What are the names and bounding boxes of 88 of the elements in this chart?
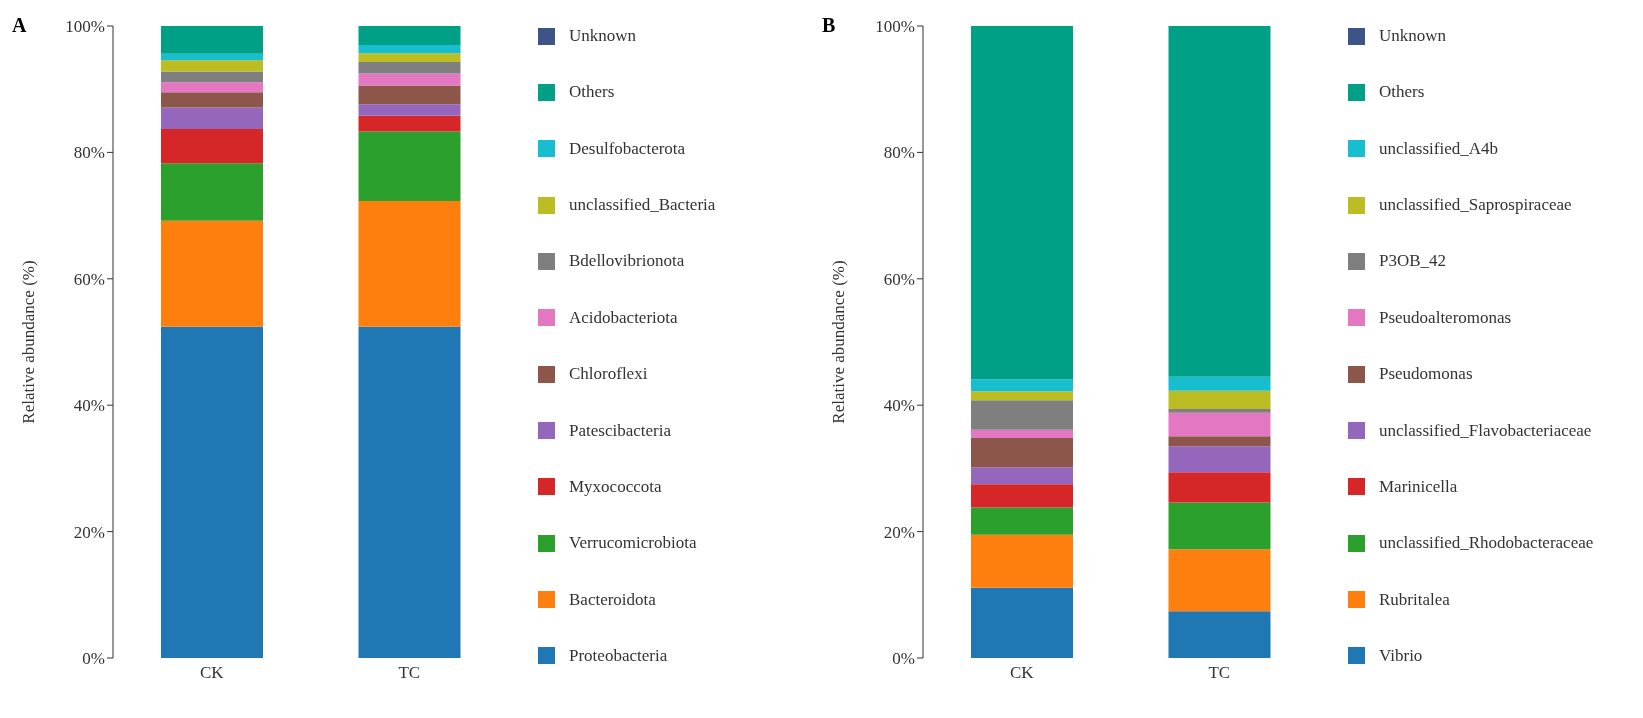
bar bbox=[161, 71, 263, 83]
bar bbox=[161, 129, 263, 164]
legend-label: unclassified_Bacteria bbox=[569, 195, 716, 216]
legend-label: Others bbox=[569, 82, 615, 103]
legend-label: Pseudomonas bbox=[1379, 364, 1473, 385]
bar bbox=[358, 73, 461, 86]
bar bbox=[1168, 611, 1271, 658]
y-axis-title: Relative abundance (%) bbox=[19, 260, 39, 424]
bar bbox=[1168, 472, 1271, 503]
legend-label: unclassified_Flavobacteriaceae bbox=[1379, 420, 1592, 441]
bar bbox=[161, 220, 263, 327]
legend-label: Unknown bbox=[569, 26, 637, 46]
y-tick-label: 20% bbox=[883, 522, 915, 542]
bar bbox=[1168, 502, 1271, 550]
legend-label: Patescibacteria bbox=[569, 420, 671, 441]
bar bbox=[1168, 408, 1271, 413]
bar bbox=[971, 507, 1073, 535]
bar bbox=[971, 26, 1073, 380]
bar bbox=[358, 115, 461, 132]
legend-label: P3OB_42 bbox=[1379, 251, 1447, 272]
bar bbox=[971, 391, 1073, 401]
bar bbox=[971, 400, 1073, 430]
y-tick-label: 0% bbox=[892, 649, 915, 669]
bar bbox=[358, 85, 461, 105]
bar bbox=[1168, 390, 1271, 409]
bar bbox=[358, 62, 461, 74]
legend-label: Acidobacteriota bbox=[569, 307, 678, 328]
bar bbox=[971, 438, 1073, 468]
bar bbox=[358, 131, 461, 202]
bar bbox=[971, 429, 1073, 439]
bar bbox=[358, 326, 461, 658]
x-tick-label: TC bbox=[398, 663, 421, 683]
bar bbox=[161, 53, 263, 61]
bar bbox=[971, 379, 1073, 392]
y-tick-label: 60% bbox=[73, 269, 105, 289]
legend-label: Marinicella bbox=[1379, 476, 1458, 497]
y-tick-label: 0% bbox=[82, 649, 105, 669]
legend-label: Bdellovibrionota bbox=[569, 251, 685, 272]
bar bbox=[1168, 412, 1271, 437]
bar bbox=[971, 484, 1073, 508]
bar bbox=[161, 26, 263, 54]
legend-label: Vibrio bbox=[1379, 645, 1423, 666]
bar bbox=[161, 60, 263, 72]
text: A bbox=[12, 14, 27, 37]
bar bbox=[1168, 446, 1271, 473]
legend-label: unclassified_Rhodobacteraceae bbox=[1379, 533, 1594, 554]
bar bbox=[971, 587, 1073, 658]
legend-label: Unknown bbox=[1379, 26, 1447, 46]
bar bbox=[358, 44, 461, 54]
legend-label: unclassified_Saprospiraceae bbox=[1379, 195, 1572, 216]
y-tick-label: 80% bbox=[73, 143, 105, 163]
legend-label: Others bbox=[1379, 82, 1425, 103]
text: B bbox=[822, 14, 836, 37]
y-tick-label: 60% bbox=[883, 269, 915, 289]
y-tick-label: 40% bbox=[883, 396, 915, 416]
bar bbox=[358, 201, 461, 327]
legend-label: Desulfobacterota bbox=[569, 138, 686, 159]
bar bbox=[1168, 436, 1271, 447]
bar bbox=[971, 534, 1073, 588]
bar bbox=[971, 467, 1073, 485]
bar bbox=[1168, 376, 1271, 391]
bar bbox=[161, 107, 263, 130]
legend-label: unclassified_A4b bbox=[1379, 138, 1498, 159]
y-tick-label: 100% bbox=[65, 17, 105, 37]
x-tick-label: CK bbox=[199, 663, 225, 683]
y-tick-label: 20% bbox=[73, 522, 105, 542]
legend-label: Chloroflexi bbox=[569, 364, 648, 385]
bar bbox=[358, 104, 461, 116]
bar bbox=[161, 92, 263, 108]
bar bbox=[1168, 26, 1271, 377]
bar bbox=[161, 326, 263, 658]
legend-label: Bacteroidota bbox=[569, 589, 656, 610]
bar bbox=[1168, 549, 1271, 612]
legend-label: Verrucomicrobiota bbox=[569, 533, 697, 554]
x-tick-label: TC bbox=[1208, 663, 1231, 683]
legend-label: Myxococcota bbox=[569, 476, 662, 497]
y-tick-label: 80% bbox=[883, 143, 915, 163]
legend-label: Pseudoalteromonas bbox=[1379, 307, 1512, 328]
y-tick-label: 40% bbox=[73, 396, 105, 416]
legend-label: Proteobacteria bbox=[569, 645, 668, 666]
y-tick-label: 100% bbox=[875, 17, 915, 37]
y-axis-title: Relative abundance (%) bbox=[829, 260, 849, 424]
bar bbox=[358, 53, 461, 63]
x-tick-label: CK bbox=[1009, 663, 1035, 683]
bar bbox=[358, 26, 461, 45]
legend-label: Rubritalea bbox=[1379, 589, 1450, 610]
bar bbox=[161, 163, 263, 221]
bar bbox=[161, 82, 263, 93]
